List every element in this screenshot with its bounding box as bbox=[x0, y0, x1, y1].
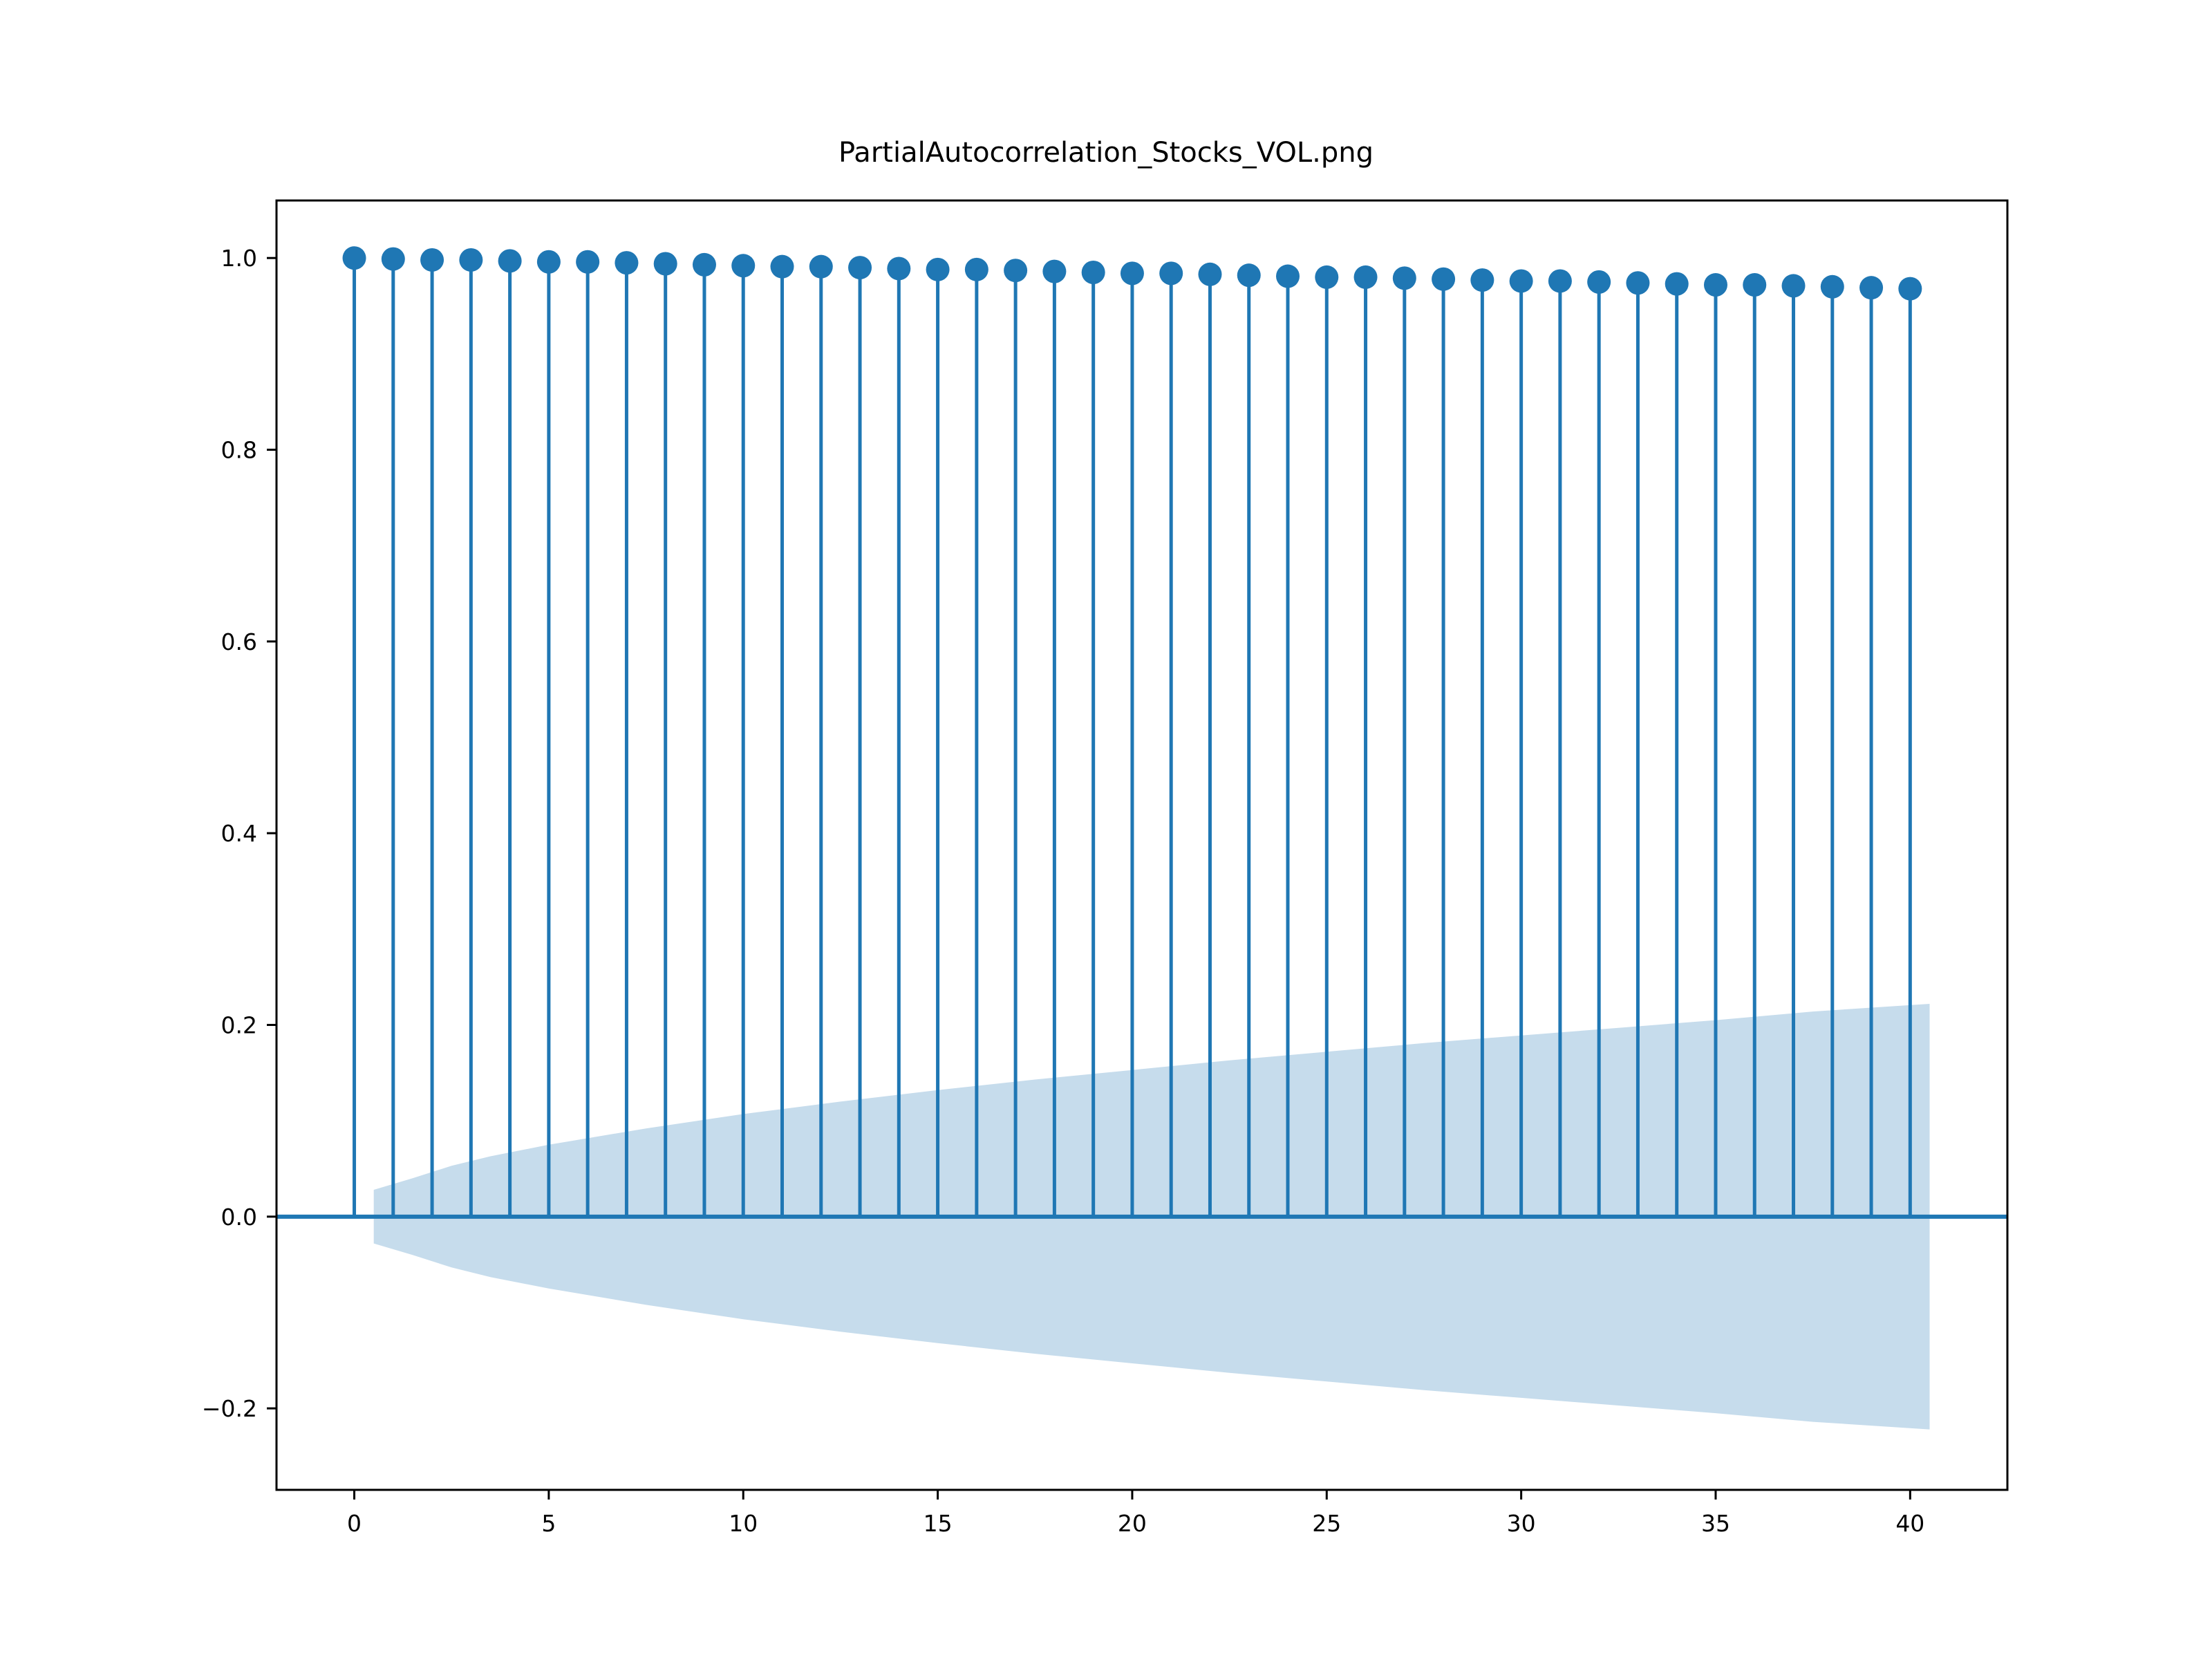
y-tick-label: −0.2 bbox=[202, 1395, 257, 1422]
stem-marker bbox=[1820, 274, 1844, 299]
x-tick-label: 40 bbox=[1895, 1510, 1924, 1537]
chart-title: PartialAutocorrelation_Stocks_VOL.png bbox=[838, 137, 1374, 169]
stem-marker bbox=[1548, 269, 1572, 293]
stem-marker bbox=[1898, 277, 1922, 301]
stem-marker bbox=[459, 248, 483, 272]
y-tick-label: 0.6 bbox=[221, 628, 257, 655]
stem-marker bbox=[1665, 272, 1689, 296]
x-tick-label: 5 bbox=[541, 1510, 556, 1537]
stem-marker bbox=[1859, 276, 1884, 300]
y-tick-label: 1.0 bbox=[221, 245, 257, 272]
stem-marker bbox=[1703, 273, 1727, 297]
stem-marker bbox=[1781, 274, 1806, 298]
stem-marker bbox=[692, 252, 716, 277]
y-tick-label: 0.2 bbox=[221, 1011, 257, 1038]
stem-marker bbox=[342, 246, 366, 270]
y-tick-label: 0.4 bbox=[221, 820, 257, 847]
stem-marker bbox=[731, 254, 756, 278]
plot-frame bbox=[275, 199, 2009, 1491]
x-tick-label: 25 bbox=[1312, 1510, 1341, 1537]
stem-marker bbox=[1587, 270, 1611, 294]
stem-layer bbox=[276, 246, 2007, 1219]
stem-marker bbox=[536, 250, 561, 274]
stem-marker bbox=[1353, 265, 1378, 289]
y-tick-label: 0.0 bbox=[221, 1204, 257, 1231]
stem-marker bbox=[1509, 269, 1533, 293]
stem-marker bbox=[1004, 259, 1028, 283]
axis-layer: 0 5 10 15 20 25 30 35 40 −0.2 0.0 0.2 0.4 0.6 0.8 1.0 bbox=[202, 199, 2009, 1537]
stem-marker bbox=[381, 247, 405, 271]
stem-marker bbox=[576, 250, 600, 274]
stem-marker bbox=[1042, 259, 1067, 283]
stem-marker bbox=[615, 251, 639, 275]
x-tick-label: 10 bbox=[729, 1510, 758, 1537]
x-tick-label: 35 bbox=[1701, 1510, 1730, 1537]
stem-marker bbox=[1237, 263, 1261, 288]
x-tick-label: 30 bbox=[1507, 1510, 1536, 1537]
stem-marker bbox=[1743, 273, 1767, 297]
stem-marker bbox=[653, 252, 677, 276]
y-tick-label: 0.8 bbox=[221, 437, 257, 464]
stem-marker bbox=[887, 256, 911, 281]
x-tick-label: 0 bbox=[347, 1510, 362, 1537]
stem-marker bbox=[1432, 267, 1456, 291]
stem-marker bbox=[926, 257, 950, 281]
stem-marker bbox=[964, 257, 988, 281]
stem-marker bbox=[770, 254, 794, 279]
stem-marker bbox=[1159, 261, 1183, 286]
x-tick-label: 15 bbox=[924, 1510, 953, 1537]
stem-marker bbox=[420, 248, 444, 272]
stem-marker bbox=[848, 256, 872, 280]
stem-marker bbox=[1315, 265, 1339, 289]
stem-marker bbox=[498, 249, 522, 273]
stem-marker bbox=[1120, 261, 1144, 286]
x-tick-label: 20 bbox=[1118, 1510, 1147, 1537]
stem-marker bbox=[1276, 264, 1300, 288]
stem-marker bbox=[1392, 266, 1416, 290]
stem-marker bbox=[1198, 262, 1222, 286]
stem-marker bbox=[809, 254, 833, 279]
stem-marker bbox=[1470, 268, 1494, 292]
stem-marker bbox=[1626, 271, 1650, 295]
stem-marker bbox=[1081, 260, 1105, 284]
